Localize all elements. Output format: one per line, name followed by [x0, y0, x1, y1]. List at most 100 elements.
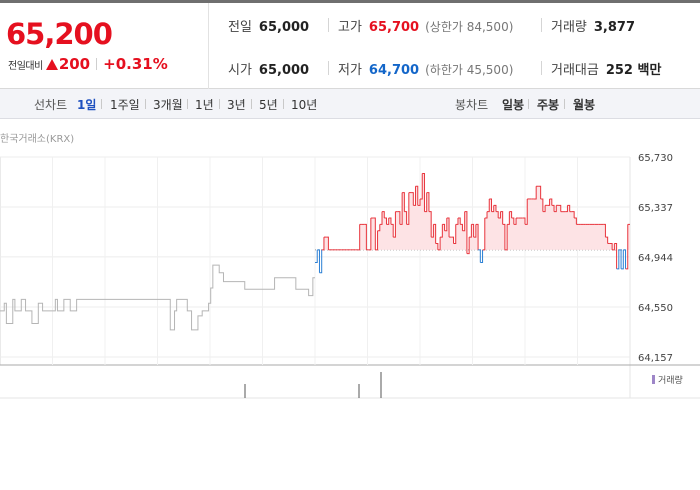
series-today-segment	[567, 204, 571, 212]
y-tick-label: 64,157	[638, 353, 673, 364]
series-today-segment	[612, 243, 615, 251]
high-value: 65,700	[368, 20, 420, 35]
series-today-segment	[513, 218, 517, 225]
series-today-segment	[549, 198, 553, 206]
volume-label: 거래량	[551, 20, 587, 35]
volume-swatch	[652, 375, 655, 384]
series-today-segment	[446, 217, 450, 238]
series-today-segment	[404, 211, 408, 225]
price-summary: 65,200 전일대비 200 +0.31% 전일 65,000 시가 65,0…	[0, 3, 700, 89]
series-today-segment	[603, 223, 606, 238]
series-today-segment	[422, 173, 425, 212]
period-10year[interactable]: 10년	[291, 98, 318, 112]
series-today-segment	[493, 204, 497, 212]
series-today-segment	[489, 198, 492, 212]
series-today-segment	[442, 223, 446, 231]
change-amount: 200	[58, 55, 91, 73]
prev-close-value: 65,000	[258, 20, 310, 35]
period-5year[interactable]: 5년	[259, 98, 278, 112]
lower-limit: (하한가 45,500)	[425, 63, 514, 77]
top-border	[0, 0, 700, 3]
divider	[541, 61, 542, 75]
period-1week[interactable]: 1주일	[110, 98, 140, 112]
series-today-segment	[605, 236, 609, 244]
series-today-segment	[609, 242, 613, 250]
divider	[96, 58, 98, 70]
series-today-segment	[451, 236, 455, 244]
series-today-segment	[623, 249, 627, 269]
divider	[564, 99, 565, 109]
data-source-label: 한국거래소(KRX)	[0, 134, 75, 145]
series-today-segment	[317, 249, 320, 273]
prev-close-stat: 전일 65,000	[228, 16, 309, 35]
open-value: 65,000	[258, 63, 310, 78]
open-label: 시가	[228, 63, 252, 78]
series-today-segment	[480, 249, 484, 264]
current-price-box: 65,200 전일대비 200 +0.31%	[0, 3, 209, 89]
series-today-segment	[379, 211, 383, 225]
candle-daily[interactable]: 일봉	[502, 98, 525, 112]
divider	[328, 61, 329, 75]
change-rate: +0.31%	[103, 55, 168, 73]
period-1day[interactable]: 1일	[77, 98, 97, 112]
series-today-segment	[525, 198, 528, 225]
series-today-segment	[420, 173, 423, 200]
series-today-segment	[457, 217, 461, 225]
amount-value: 252 백만	[605, 63, 662, 78]
volume-legend: 거래량	[652, 373, 683, 386]
series-today-segment	[319, 249, 323, 274]
period-selector-bar: 선차트 1일 1주일 3개월 1년 3년 5년 10년 봉차트 일봉 주봉 월봉	[0, 89, 700, 119]
series-today-segment	[571, 211, 575, 219]
current-price: 65,200	[6, 17, 113, 51]
upper-limit: (상한가 84,500)	[425, 20, 514, 34]
series-today-segment	[469, 224, 472, 238]
series-today-segment	[614, 242, 618, 269]
series-today-segment	[315, 249, 318, 264]
divider	[541, 18, 542, 32]
series-today-segment	[554, 205, 557, 213]
divider	[187, 99, 188, 109]
series-today-segment	[455, 218, 459, 225]
period-3month[interactable]: 3개월	[153, 98, 183, 112]
volume-value: 3,877	[593, 20, 636, 35]
high-stat: 고가 65,700 (상한가 84,500)	[338, 16, 513, 35]
series-today-segment	[453, 224, 457, 244]
series-today-segment	[373, 217, 376, 250]
series-today-segment	[444, 218, 448, 232]
series-today-fill	[315, 173, 630, 250]
period-3year[interactable]: 3년	[227, 98, 246, 112]
series-today-segment	[547, 198, 551, 206]
y-tick-label: 64,550	[638, 303, 673, 314]
amount-label: 거래대금	[551, 63, 599, 78]
series-today-segment	[540, 198, 544, 212]
series-today-segment	[621, 249, 624, 270]
candle-monthly[interactable]: 월봉	[573, 98, 596, 112]
amount-stat: 거래대금 252 백만	[551, 59, 661, 78]
series-today-segment	[386, 218, 390, 225]
candle-weekly[interactable]: 주봉	[537, 98, 560, 112]
divider	[101, 99, 102, 109]
y-tick-label: 65,337	[638, 203, 673, 214]
series-today-segment	[368, 218, 372, 251]
series-today-segment	[616, 249, 620, 270]
series-today-segment	[437, 237, 441, 251]
series-today-segment	[498, 211, 501, 219]
series-today-segment	[431, 224, 434, 238]
series-today-segment	[406, 192, 410, 225]
series-today-segment	[426, 192, 430, 212]
period-1year[interactable]: 1년	[195, 98, 214, 112]
series-today-segment	[500, 211, 504, 225]
divider	[328, 18, 329, 32]
series-today-segment	[384, 217, 387, 225]
line-chart-title: 선차트	[34, 98, 68, 112]
series-today-segment	[382, 211, 385, 219]
series-today-segment	[491, 205, 495, 213]
y-tick-label: 65,730	[638, 153, 673, 164]
series-today-segment	[460, 223, 463, 231]
series-today-segment	[565, 205, 568, 213]
series-today-segment	[377, 224, 381, 232]
series-today-segment	[326, 236, 329, 250]
series-today-segment	[435, 242, 439, 250]
divider	[283, 99, 284, 109]
